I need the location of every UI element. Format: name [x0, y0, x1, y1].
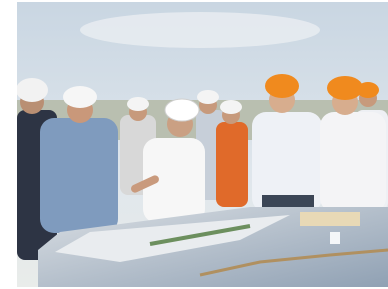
- scene: [16, 2, 388, 289]
- cloud: [80, 12, 320, 48]
- page: (() => { const data = JSON.parse(documen…: [0, 0, 388, 289]
- model-building: [330, 232, 340, 244]
- photo: [0, 0, 388, 289]
- model-building: [300, 212, 360, 226]
